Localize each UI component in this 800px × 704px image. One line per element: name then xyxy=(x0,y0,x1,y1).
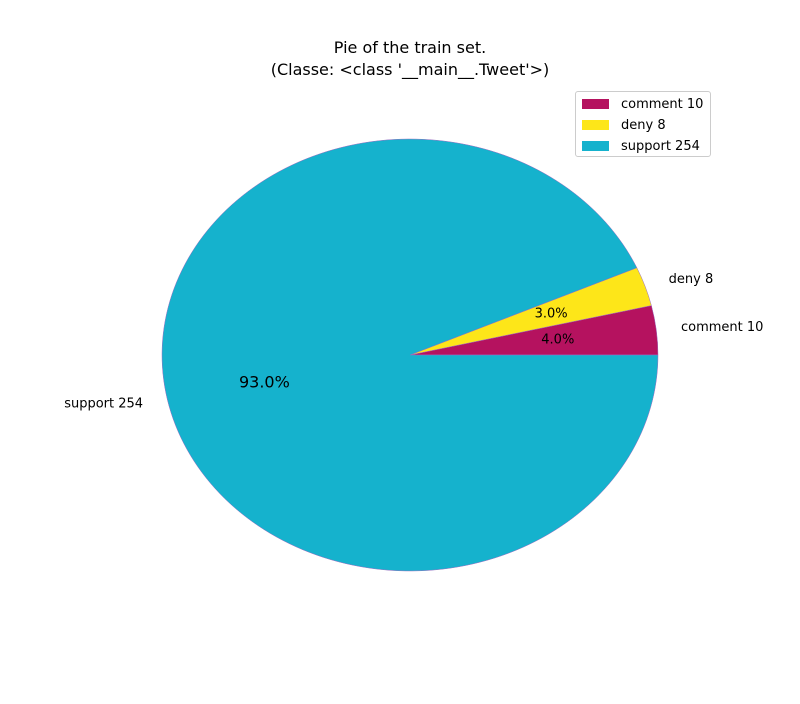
chart-title: Pie of the train set. xyxy=(333,38,487,57)
chart-subtitle: (Classe: <class '__main__.Tweet'>) xyxy=(270,60,550,79)
legend-swatch-support xyxy=(582,141,609,151)
slice-label-0: comment 10 xyxy=(681,320,763,335)
legend-label-support: support 254 xyxy=(621,138,700,154)
legend-item-support: support 254 xyxy=(582,137,700,155)
legend-item-deny: deny 8 xyxy=(582,116,666,134)
slice-label-1: deny 8 xyxy=(669,272,714,287)
slice-label-2: support 254 xyxy=(64,397,143,412)
legend-label-deny: deny 8 xyxy=(621,117,666,133)
legend-label-comment: comment 10 xyxy=(621,96,704,112)
legend: comment 10 deny 8 support 254 xyxy=(575,91,711,157)
legend-swatch-comment xyxy=(582,99,609,109)
pct-label-0: 4.0% xyxy=(541,333,574,348)
legend-item-comment: comment 10 xyxy=(582,95,703,113)
pct-label-2: 93.0% xyxy=(239,372,290,391)
pie-slice-2 xyxy=(161,138,659,572)
legend-swatch-deny xyxy=(582,120,609,130)
pct-label-1: 3.0% xyxy=(535,306,568,321)
